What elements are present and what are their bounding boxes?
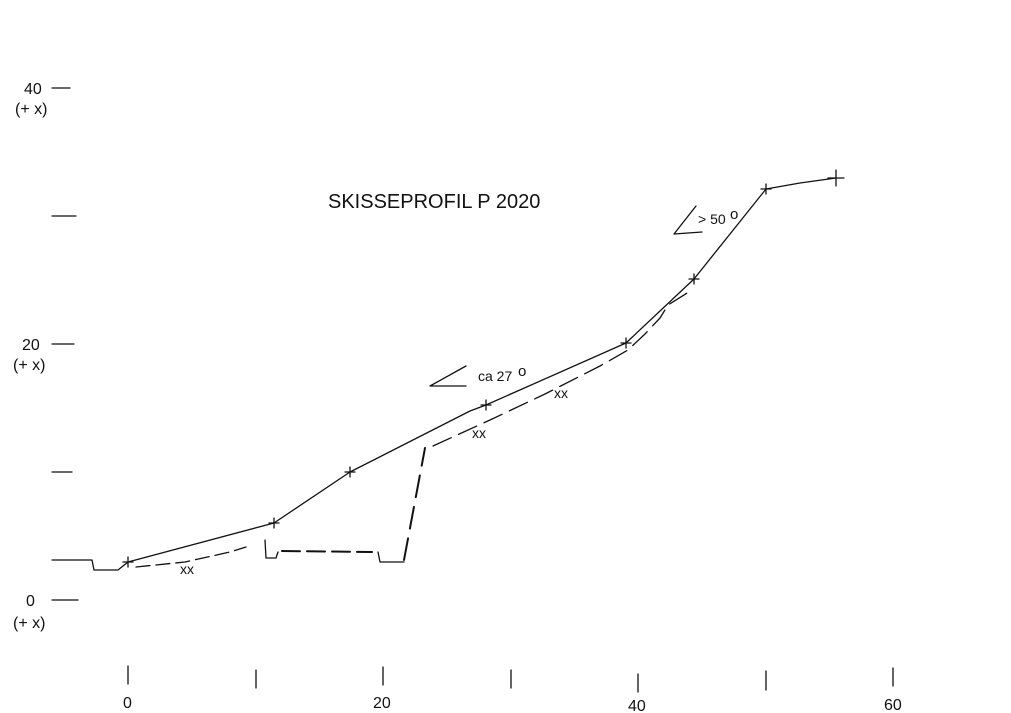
degree-symbol: o <box>730 206 738 223</box>
terrain-surface-line <box>51 177 837 571</box>
x-tick-label: 40 <box>628 698 646 713</box>
xx-marker: xx <box>554 385 568 401</box>
survey-point-marker <box>688 273 700 285</box>
survey-point-marker <box>268 517 280 529</box>
slope-angle-lower: ca 27 o <box>429 363 526 387</box>
x-tick-label: 60 <box>884 697 902 713</box>
y-tick-sublabel: (+ x) <box>15 101 47 118</box>
survey-point-marker <box>620 337 632 349</box>
y-tick-label: 20 <box>22 337 40 354</box>
bedrock-segment <box>135 546 247 568</box>
degree-symbol: o <box>518 363 526 380</box>
bedrock-segment <box>403 447 426 561</box>
angle-label: > 50 <box>698 211 726 227</box>
sketch-title: SKISSEPROFIL P 2020 <box>328 191 540 213</box>
x-tick-label: 0 <box>123 695 132 712</box>
bedrock-segment <box>432 289 693 447</box>
angle-symbol-icon <box>673 205 703 235</box>
survey-point-marker <box>760 183 772 195</box>
y-tick-label: 0 <box>26 593 35 610</box>
xx-marker: xx <box>180 561 194 577</box>
y-tick-label: 40 <box>24 81 42 98</box>
bedrock-segment <box>281 550 373 553</box>
y-tick-sublabel: (+ x) <box>13 615 45 632</box>
y-tick-sublabel: (+ x) <box>13 357 45 374</box>
survey-point-marker <box>122 556 134 568</box>
angle-label: ca 27 <box>478 368 512 384</box>
survey-points <box>122 169 845 568</box>
bedrock-segment <box>264 539 279 559</box>
angle-symbol-icon <box>429 365 467 387</box>
xx-markers: xx xx xx <box>180 385 568 577</box>
survey-point-marker <box>480 399 492 411</box>
y-axis: 0 (+ x) 20 (+ x) 40 (+ x) <box>13 81 79 632</box>
x-tick-label: 20 <box>373 695 391 712</box>
x-axis: 0 20 40 60 <box>123 665 902 713</box>
bedrock-line <box>135 289 693 568</box>
slope-angle-upper: > 50 o <box>673 205 738 235</box>
survey-point-marker <box>344 466 356 478</box>
xx-marker: xx <box>472 425 486 441</box>
survey-point-marker <box>827 169 845 187</box>
bedrock-segment <box>377 551 405 563</box>
